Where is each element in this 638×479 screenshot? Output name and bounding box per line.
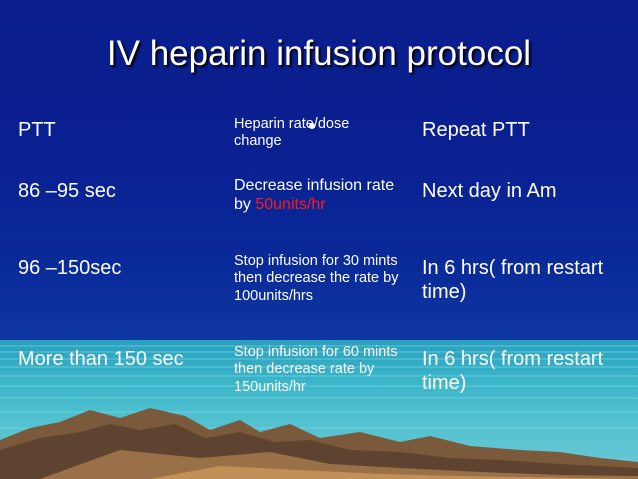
header-ptt: PTT bbox=[18, 119, 56, 141]
row-1-change-text: Decrease infusion rate by bbox=[234, 177, 395, 214]
bullet-icon bbox=[309, 123, 315, 129]
row-1-change: Decrease infusion rate by 50units/hr bbox=[234, 176, 414, 214]
header-change: Heparin rate/dose change bbox=[234, 116, 350, 150]
row-3-change: Stop infusion for 60 mints then decrease… bbox=[234, 344, 398, 395]
slide-title: IV heparin infusion protocol bbox=[106, 34, 532, 73]
row-3-repeat: In 6 hrs( from restart time) bbox=[422, 348, 604, 394]
row-2-change: Stop infusion for 30 mints then decrease… bbox=[234, 253, 399, 304]
row-2-repeat: In 6 hrs( from restart time) bbox=[422, 257, 604, 303]
row-1-change-highlight: 50units/hr bbox=[255, 196, 326, 214]
mountain-range bbox=[0, 408, 638, 479]
row-2-ptt: 96 –150sec bbox=[18, 257, 122, 279]
row-1-repeat: Next day in Am bbox=[422, 180, 557, 202]
row-1-ptt: 86 –95 sec bbox=[18, 180, 116, 202]
header-repeat: Repeat PTT bbox=[422, 119, 530, 141]
row-3-ptt: More than 150 sec bbox=[18, 348, 184, 370]
